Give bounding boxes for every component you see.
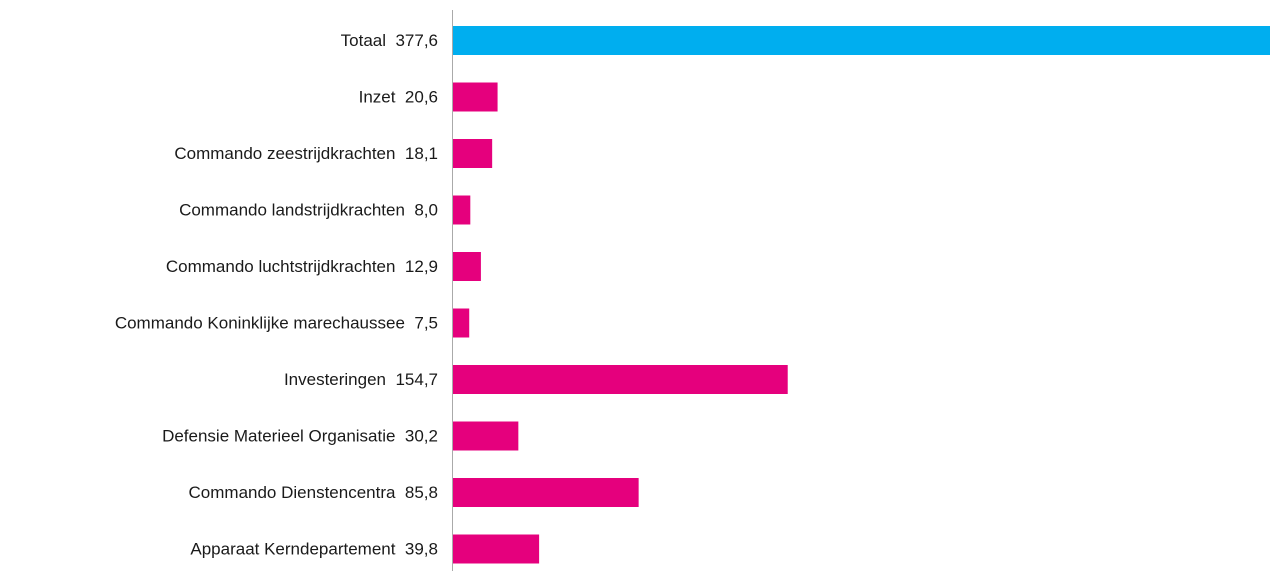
bar [453,26,1270,55]
category-label: Investeringen 154,7 [284,370,438,389]
category-label: Commando Koninklijke marechaussee 7,5 [115,314,438,333]
bar [453,252,481,281]
bar [453,308,470,338]
category-label: Defensie Materieel Organisatie 30,2 [162,427,438,446]
category-label: Commando zeestrijdkrachten 18,1 [174,144,438,163]
bar [453,195,471,225]
category-label: Commando landstrijdkrachten 8,0 [179,201,438,220]
category-label: Apparaat Kerndepartement 39,8 [190,540,438,559]
bar [453,139,493,168]
bar [453,365,788,394]
category-label: Commando Dienstencentra 85,8 [189,483,438,502]
bar [453,534,540,564]
category-label: Commando luchtstrijdkrachten 12,9 [166,257,438,276]
category-labels-group: Totaal 377,6 Inzet 20,6 Commando zeestrijd… [115,31,438,559]
category-label: Totaal 377,6 [341,31,438,50]
category-label: Inzet 20,6 [359,88,438,107]
bar [453,478,639,507]
bar [453,421,519,451]
bars-group [453,26,1270,564]
bar [453,82,498,112]
